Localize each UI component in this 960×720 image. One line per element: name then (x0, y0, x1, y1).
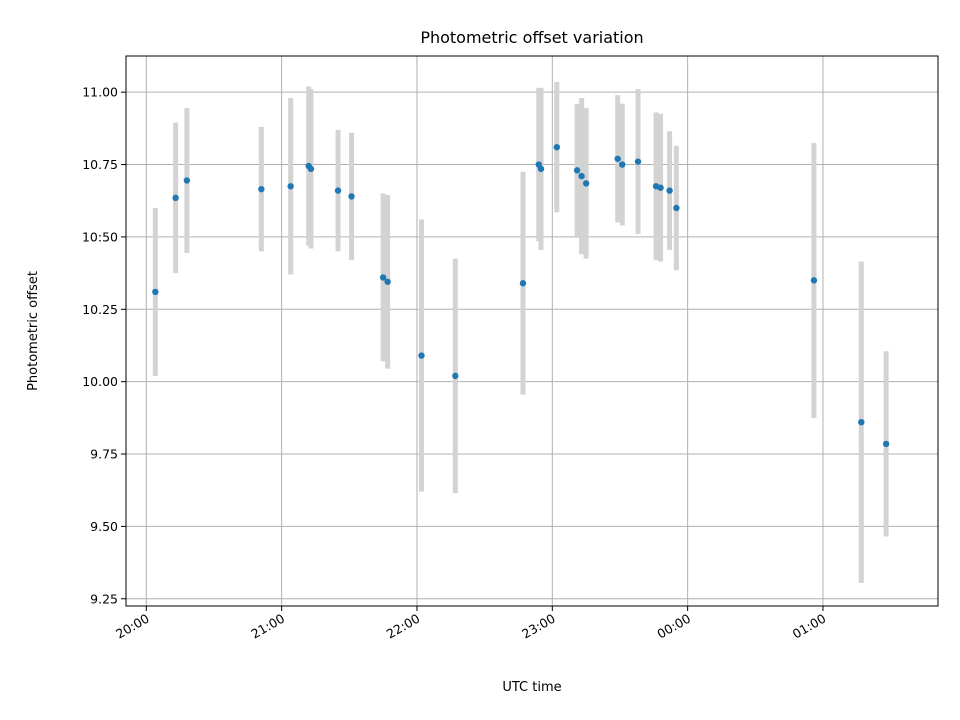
data-point (614, 155, 621, 162)
x-axis-label: UTC time (502, 680, 561, 695)
data-point (348, 193, 355, 200)
data-point (619, 161, 626, 168)
data-point (183, 177, 191, 184)
y-tick-label: 9.25 (90, 591, 118, 606)
data-point (452, 372, 459, 380)
plot-frame (125, 55, 939, 607)
x-tick-label: 01:00 (790, 611, 829, 642)
data-point (334, 187, 342, 194)
y-tick-label: 11.00 (82, 85, 118, 100)
y-tick-label: 10.75 (82, 157, 118, 172)
x-tick-label: 23:00 (519, 611, 558, 642)
y-tick-label: 10:50 (82, 229, 118, 244)
data-point (172, 194, 179, 202)
error-bars (152, 82, 889, 583)
data-point (379, 274, 387, 281)
data-point (657, 184, 664, 191)
data-point (384, 278, 391, 285)
data-point (519, 280, 527, 287)
x-tick-label: 00:00 (654, 611, 693, 642)
data-point (882, 440, 890, 448)
data-point (858, 418, 865, 426)
x-tick-label: 20:00 (113, 611, 152, 642)
data-point (810, 277, 818, 284)
data-point (287, 183, 294, 190)
y-axis-label: Photometric offset (26, 271, 41, 391)
data-point (553, 143, 561, 151)
y-tick-label: 10.25 (82, 302, 118, 317)
data-point (666, 187, 673, 194)
y-tick-label: 9.75 (90, 447, 118, 462)
data-point (258, 185, 265, 193)
y-tick-label: 9.50 (90, 519, 118, 534)
data-point (537, 165, 545, 173)
data-point (152, 288, 159, 296)
data-point (307, 165, 315, 173)
data-point (673, 204, 680, 212)
x-tick-label: 22:00 (384, 611, 423, 642)
chart-title: Photometric offset variation (420, 28, 643, 47)
data-point (573, 167, 581, 174)
data-point (582, 180, 590, 187)
data-point (418, 352, 425, 359)
x-tick-label: 21:00 (248, 611, 287, 642)
data-points (152, 143, 890, 448)
data-point (634, 158, 642, 165)
data-point (578, 172, 585, 180)
y-tick-label: 10.00 (82, 374, 118, 389)
